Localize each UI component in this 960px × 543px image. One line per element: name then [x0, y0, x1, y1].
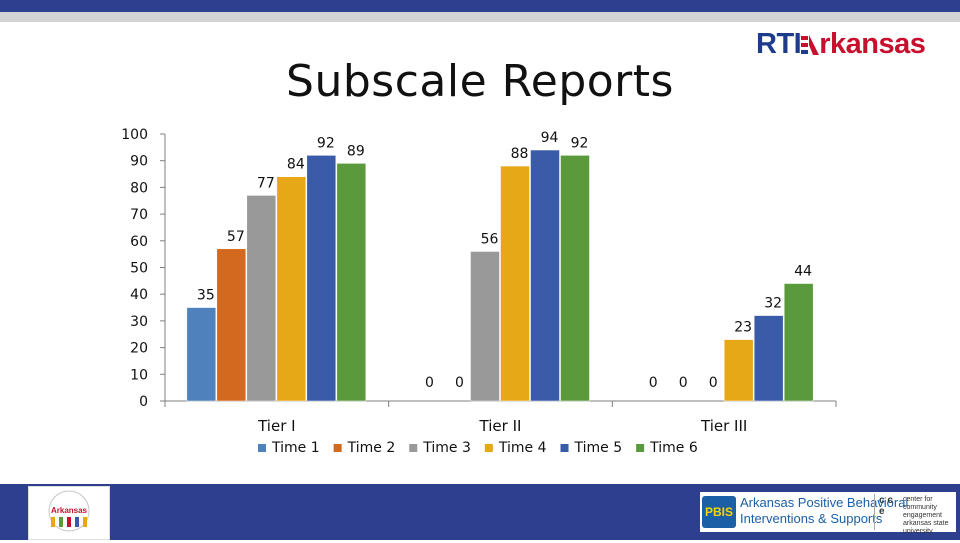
bar-value-label: 23 [734, 320, 752, 336]
y-tick-label: 70 [130, 207, 148, 223]
pbis-mark: PBIS [702, 496, 736, 528]
y-tick-label: 10 [130, 367, 148, 383]
x-category-label: Tier I [257, 417, 295, 435]
bar-value-label: 0 [649, 375, 658, 391]
rti-arkansas-logo: RTI rkansas [756, 28, 926, 61]
bar-value-label: 77 [257, 175, 275, 191]
legend-swatch [258, 444, 266, 452]
cce-logo: c c e center for community engagement ar… [874, 494, 955, 535]
y-tick-label: 30 [130, 314, 148, 330]
bar-value-label: 0 [679, 375, 688, 391]
bar [560, 155, 590, 402]
legend-label: Time 6 [649, 440, 698, 456]
bar-value-label: 35 [197, 288, 215, 304]
bar [753, 315, 784, 402]
pbis-logo: PBIS Arkansas Positive Behavioral Interv… [700, 492, 908, 532]
page-title: Subscale Reports [286, 56, 674, 107]
bar-value-label: 92 [571, 135, 589, 151]
legend-label: Time 4 [498, 440, 547, 456]
x-category-label: Tier II [479, 417, 522, 435]
bar-value-label: 32 [764, 296, 782, 312]
bar-chart: 0 10 20 30 40 50 60 70 80 90 100 Tier I 35 57 77 84 92 89… [121, 127, 837, 456]
y-tick-label: 90 [130, 154, 148, 170]
bar-value-label: 57 [227, 229, 245, 245]
cce-text: center for community engagement arkansas… [903, 496, 949, 536]
y-tick-label: 80 [130, 180, 148, 196]
bar [336, 163, 367, 402]
y-tick-label: 50 [130, 261, 148, 277]
legend-label: Time 5 [574, 440, 623, 456]
bar-value-label: 84 [287, 157, 305, 173]
cce-line-4: arkansas state [903, 520, 949, 527]
logo-rti-text: RTI [756, 28, 802, 60]
pbis-line-2: Interventions & Supports [740, 511, 883, 526]
arkansas-a-flag-icon [801, 35, 820, 55]
logo-arkansas-text: rkansas [819, 28, 926, 60]
bar [723, 339, 754, 402]
y-tick-label: 20 [130, 341, 148, 357]
bar [470, 251, 500, 402]
x-category-label: Tier III [700, 417, 747, 435]
y-tick-label: 0 [139, 394, 148, 410]
legend-label: Time 1 [271, 440, 320, 456]
arkansas-mini-text: Arkansas [51, 506, 88, 515]
bar-value-label: 0 [709, 375, 718, 391]
bar [500, 165, 530, 402]
bar [530, 149, 560, 402]
legend-swatch [333, 444, 342, 452]
bar-value-label: 0 [425, 375, 434, 391]
y-tick-label: 100 [121, 127, 148, 143]
cce-mark: c c e [879, 495, 893, 517]
top-stripe [0, 12, 960, 22]
bar [783, 283, 814, 402]
bar [306, 155, 337, 402]
legend-label: Time 3 [422, 440, 471, 456]
legend-swatch [409, 444, 418, 452]
legend-swatch [636, 444, 645, 452]
arkansas-statewide-logo: Arkansas [28, 486, 110, 540]
footer-partner-logos: PBIS Arkansas Positive Behavioral Interv… [700, 492, 956, 535]
cce-line-3: engagement [903, 512, 942, 519]
cce-line-1: center for [903, 496, 933, 503]
bar-value-label: 89 [347, 143, 365, 159]
bar [276, 176, 307, 402]
bar-value-label: 88 [511, 146, 529, 162]
legend-swatch [560, 444, 569, 452]
bar-value-label: 92 [317, 135, 335, 151]
bar [246, 195, 277, 402]
y-tick-label: 40 [130, 287, 148, 303]
bar [186, 307, 217, 402]
bar [216, 248, 247, 402]
bar-value-label: 56 [481, 231, 499, 247]
bar-value-label: 94 [541, 130, 559, 146]
bar-value-label: 0 [455, 375, 464, 391]
legend-label: Time 2 [347, 440, 396, 456]
children-figures-icon: Arkansas [48, 490, 90, 532]
bar-value-label: 44 [794, 264, 812, 280]
pbis-line-1: Arkansas Positive Behavioral [740, 495, 909, 510]
pbis-text: Arkansas Positive Behavioral Interventio… [740, 495, 908, 527]
legend-swatch [484, 444, 493, 452]
top-banner [0, 0, 960, 12]
cce-line-5: university [903, 528, 933, 535]
y-tick-label: 60 [130, 234, 148, 250]
cce-line-2: community [903, 504, 937, 511]
